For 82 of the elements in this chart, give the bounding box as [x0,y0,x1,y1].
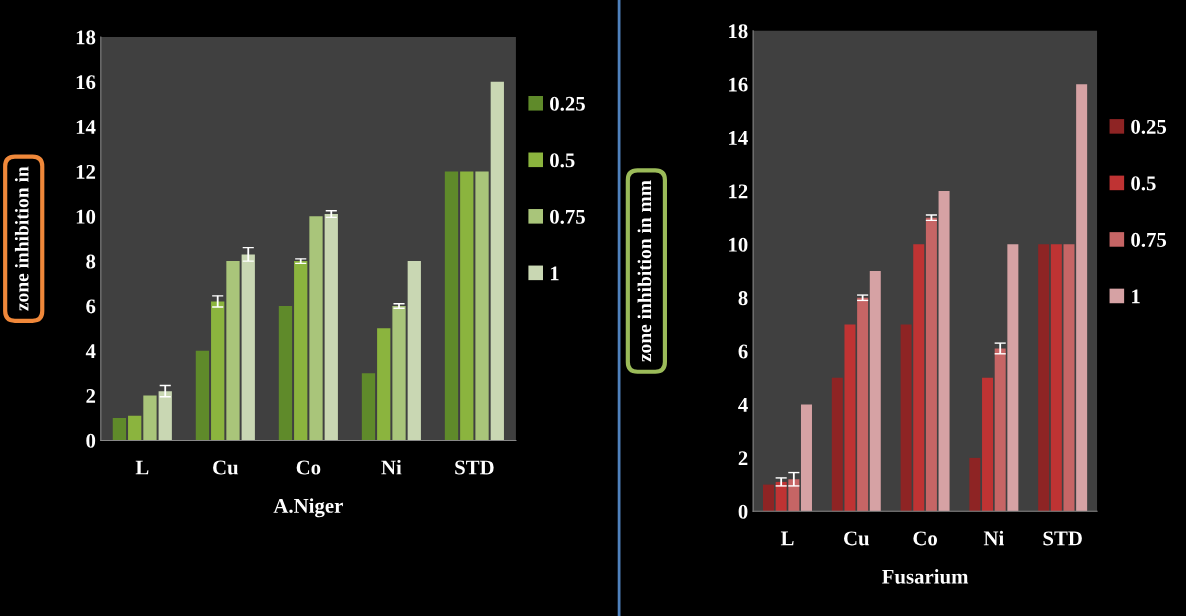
y-tick-label: 4 [738,398,748,412]
bar [869,271,881,512]
bar [938,190,950,512]
legend-label: 0.75 [550,209,585,224]
bar [1038,244,1050,512]
bar [857,297,869,512]
y-tick-label: 0 [86,433,96,448]
bar [913,244,925,512]
bar [460,171,474,441]
x-axis-title: Fusarium [882,569,969,584]
x-tick-label: Ni [983,530,1004,546]
bar [831,377,843,512]
bar [294,261,308,441]
legend-label: 0.75 [1131,232,1167,248]
bar [407,261,421,441]
y-axis-title: zone inhibition in [14,166,29,311]
bar [377,328,391,441]
bar [844,324,856,512]
x-tick-label: Ni [381,459,402,475]
y-tick-label: 2 [738,451,748,466]
x-tick-label: Cu [213,460,239,475]
bar [490,81,504,441]
legend-label: 0.5 [550,153,575,168]
x-tick-label: L [780,531,794,546]
bar [444,171,459,441]
bar [969,457,981,512]
y-tick-label: 6 [86,299,96,314]
bar [158,391,172,441]
x-tick-label: L [135,460,149,475]
bar [195,350,210,441]
bar [324,214,338,441]
bar [278,305,293,441]
x-tick-label: Cu [844,531,870,546]
legend-label: 1 [550,266,559,281]
bar [800,404,812,512]
y-tick-label: 10 [729,237,748,252]
y-tick-label: 10 [76,209,96,224]
bar [226,261,240,441]
bar [112,418,127,441]
y-tick-label: 16 [729,77,748,92]
y-tick-label: 16 [76,75,96,90]
bar [982,377,994,512]
x-axis-title: A.Niger [273,498,343,518]
legend-label: 0.25 [1131,119,1167,134]
y-tick-label: 0 [738,504,748,519]
bar [900,324,912,512]
bar [361,373,376,441]
bar [775,481,787,512]
legend-label: 0.25 [550,96,585,111]
y-tick-label: 12 [729,184,748,199]
bar [1050,244,1062,512]
bar [1007,244,1019,512]
y-tick-label: 12 [76,164,96,179]
y-tick-label: 18 [76,30,96,45]
bar [309,216,323,441]
bar [211,301,225,441]
y-tick-label: 18 [729,24,748,39]
y-tick-label: 2 [86,389,96,403]
bar [925,217,937,512]
y-tick-label: 14 [76,120,96,134]
y-axis-title: zone inhibition in mm [637,180,652,362]
bar [241,254,255,441]
y-tick-label: 8 [86,254,96,269]
x-tick-label: STD [455,460,494,475]
bar [1063,244,1075,512]
bar [475,171,489,441]
x-tick-label: STD [1043,531,1082,546]
y-tick-label: 4 [85,344,96,359]
bar [392,305,406,441]
legend-label: 1 [1132,289,1140,304]
bar [763,484,775,512]
bar [994,348,1006,512]
y-tick-label: 14 [729,131,748,145]
bar [788,479,800,512]
legend-label: 0.5 [1131,176,1156,191]
bar [1076,84,1088,512]
y-tick-label: 8 [738,291,748,306]
y-tick-label: 6 [738,344,748,359]
bar [128,415,142,441]
bar [143,395,157,441]
x-tick-label: Co [913,531,938,546]
x-tick-label: Co [296,460,321,475]
